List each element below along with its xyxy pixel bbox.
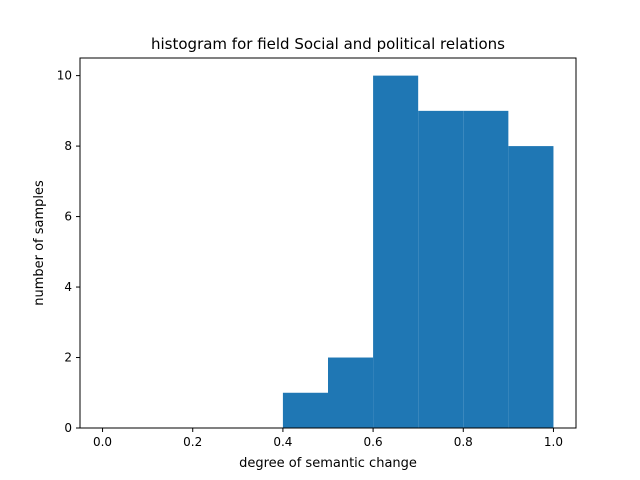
x-axis-label: degree of semantic change	[239, 456, 417, 471]
histogram-bar	[328, 357, 374, 428]
x-tick-label: 1.0	[544, 435, 563, 449]
x-tick-label: 0.6	[364, 435, 383, 449]
x-tick-label: 0.8	[454, 435, 473, 449]
y-tick-label: 4	[64, 280, 72, 294]
chart-title: histogram for field Social and political…	[151, 35, 505, 53]
x-tick-label: 0.2	[183, 435, 202, 449]
histogram-bar	[508, 146, 554, 428]
y-tick-label: 10	[57, 69, 72, 83]
histogram-bar	[282, 392, 328, 428]
y-ticks-group: 0 2 4 6 8 10	[57, 69, 80, 435]
plot-frame	[79, 57, 577, 429]
x-tick-label: 0.4	[273, 435, 292, 449]
histogram-bar	[418, 110, 464, 428]
y-axis-label: number of samples	[32, 180, 47, 306]
y-tick-label: 2	[64, 351, 72, 365]
bars-group	[282, 75, 554, 428]
y-tick-label: 8	[64, 139, 72, 153]
y-tick-label: 0	[64, 421, 72, 435]
histogram-bar	[373, 75, 419, 428]
x-ticks-group: 0.0 0.2 0.4 0.6 0.8 1.0	[93, 428, 563, 449]
histogram-bar	[463, 110, 509, 428]
x-tick-label: 0.0	[93, 435, 112, 449]
y-tick-label: 6	[64, 210, 72, 224]
